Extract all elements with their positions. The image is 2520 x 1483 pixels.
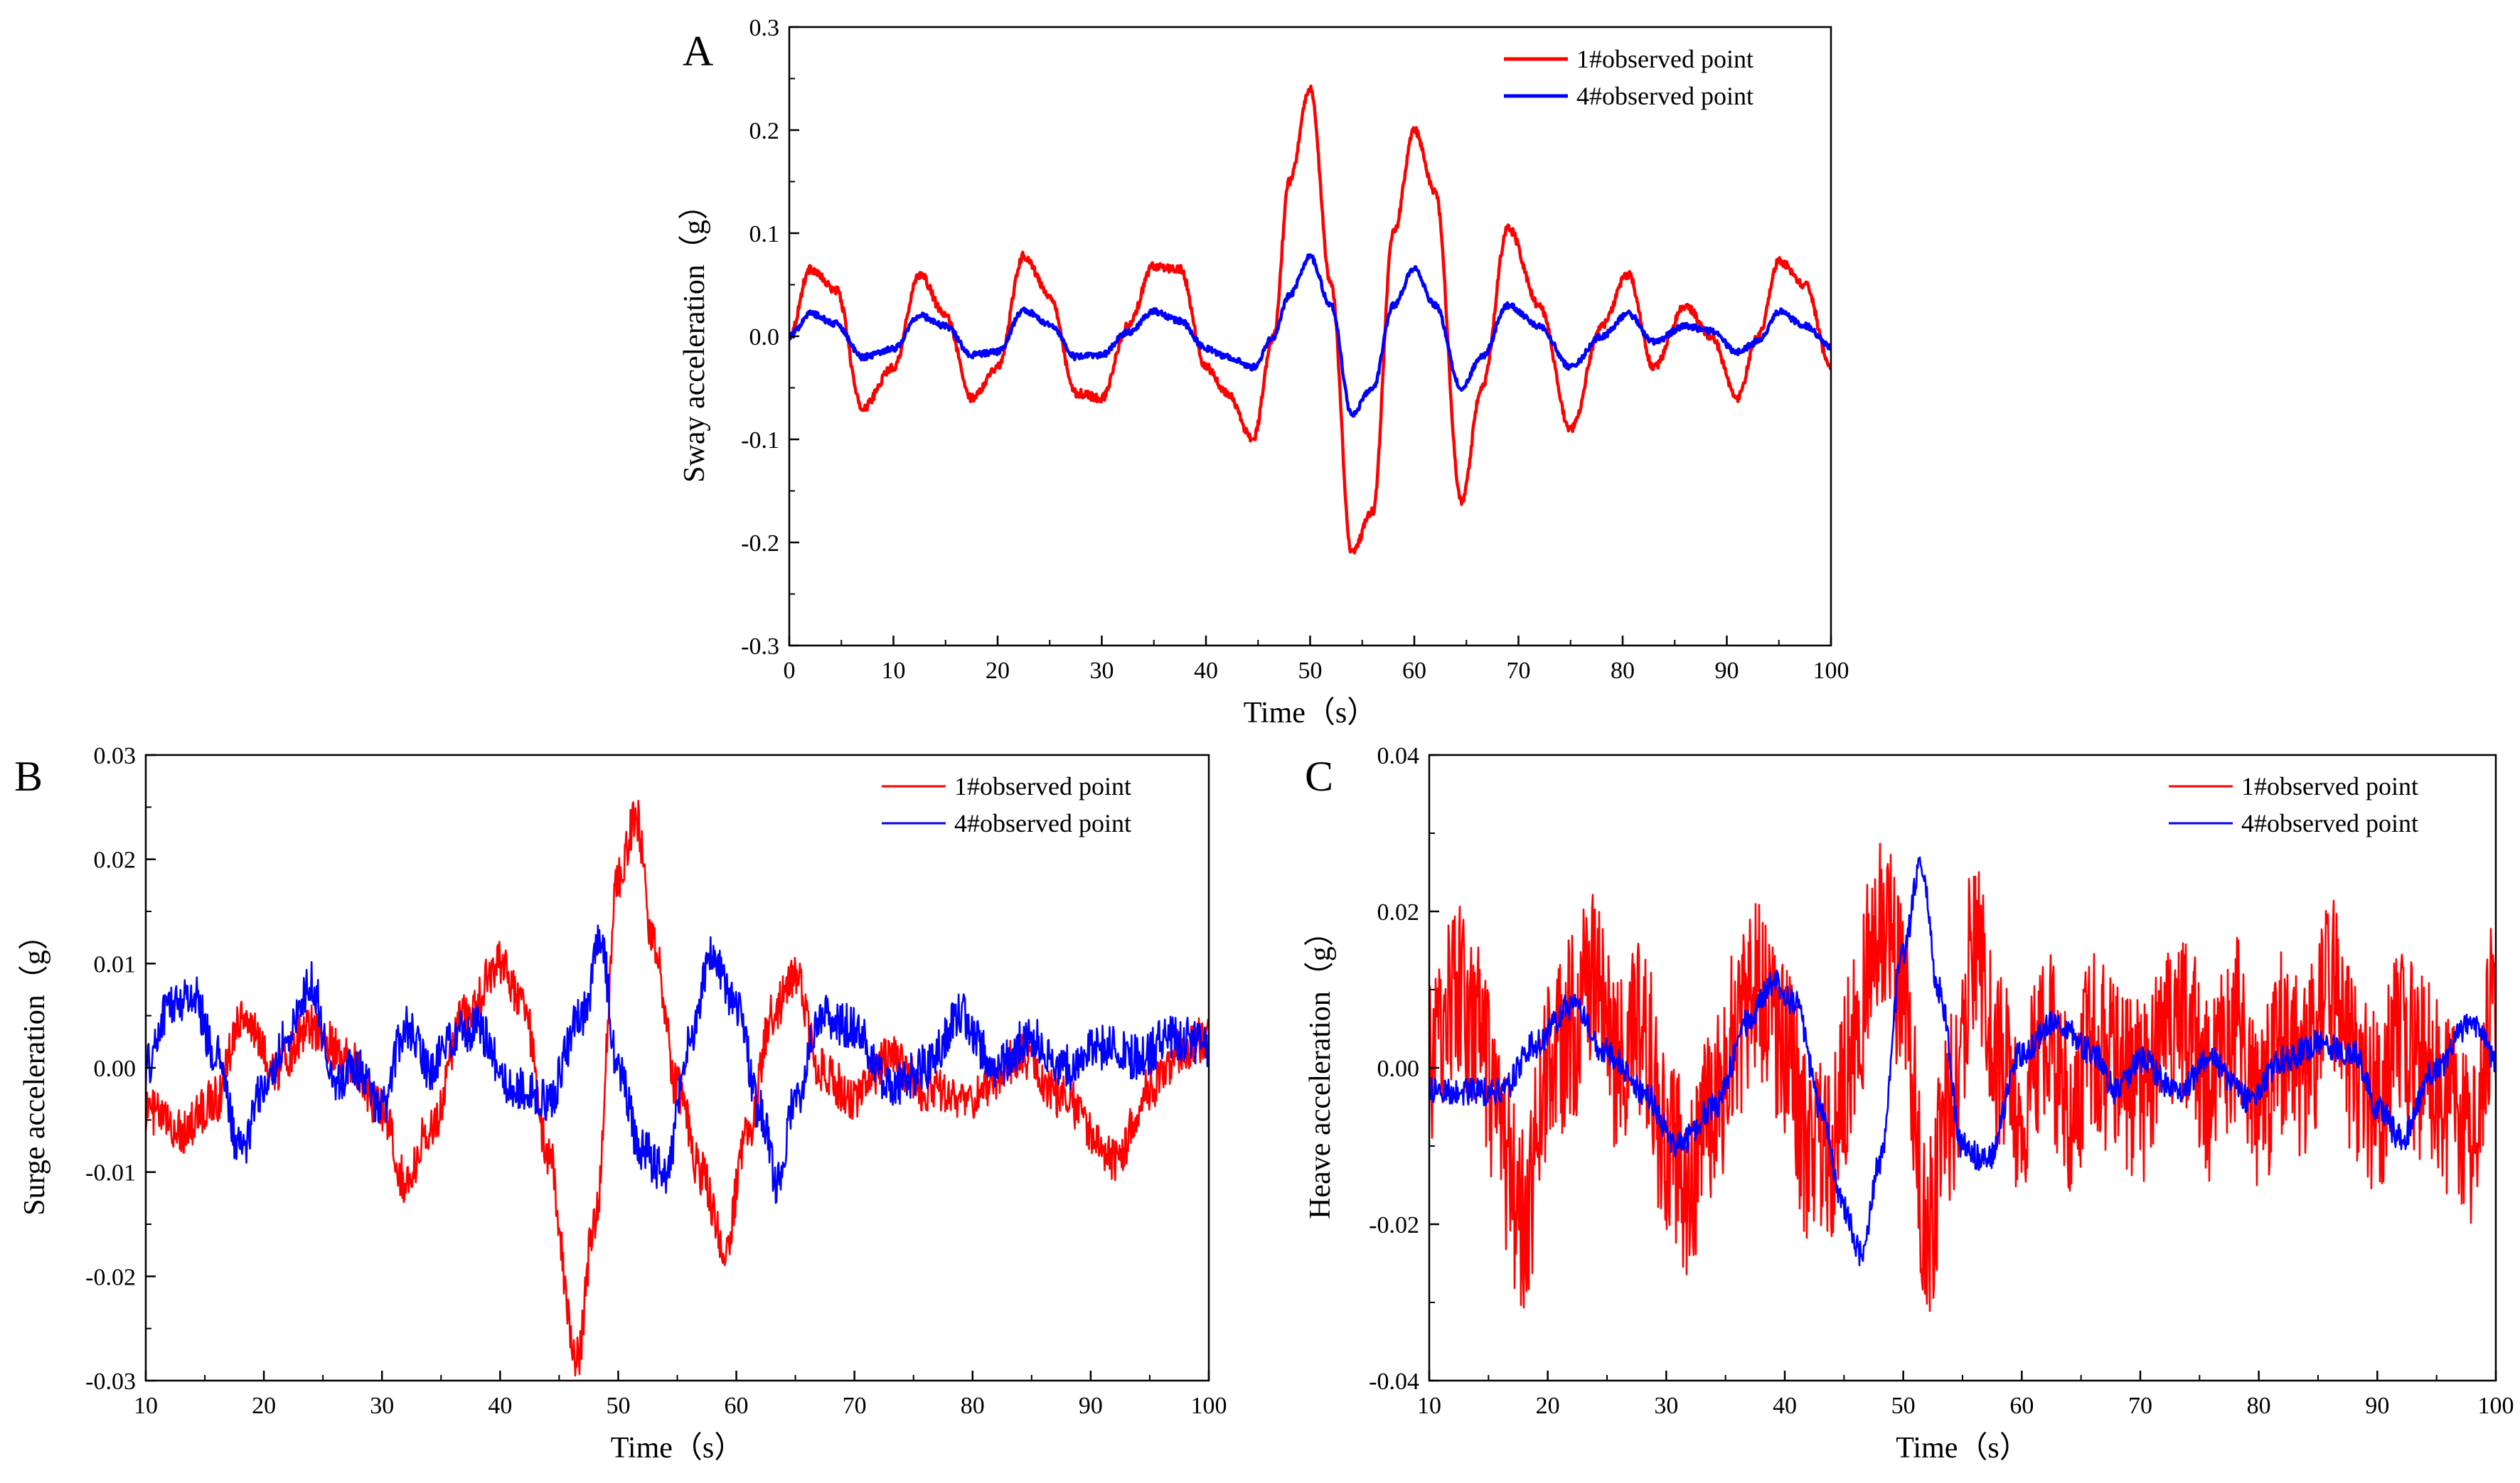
x-tick-label: 70: [2128, 1393, 2152, 1419]
y-tick-label: -0.03: [85, 1369, 136, 1395]
series-line-point-1: [1429, 842, 2496, 1312]
y-tick-label: -0.01: [85, 1160, 136, 1187]
x-tick-label: 20: [1536, 1393, 1560, 1419]
x-tick-label: 30: [370, 1393, 394, 1419]
y-tick-label: -0.02: [1369, 1212, 1419, 1238]
x-axis-label: Time（s）: [1896, 1432, 2029, 1465]
y-tick-label: 0.00: [1377, 1056, 1420, 1082]
x-tick-label: 20: [252, 1393, 276, 1419]
x-tick-label: 90: [1079, 1393, 1103, 1419]
x-tick-label: 20: [986, 658, 1010, 684]
series-line-point-1: [789, 84, 1831, 555]
x-tick-label: 40: [488, 1393, 512, 1419]
series-line-point-4: [146, 924, 1209, 1204]
legend-label: 4#observed point: [2241, 809, 2418, 837]
x-tick-label: 70: [1507, 658, 1531, 684]
x-tick-label: 80: [961, 1393, 985, 1419]
y-axis-label: Heave acceleration（g）: [1304, 916, 1337, 1219]
x-tick-label: 30: [1654, 1393, 1678, 1419]
x-tick-label: 60: [1402, 658, 1426, 684]
legend-label: 1#observed point: [1576, 45, 1753, 73]
x-tick-label: 80: [2247, 1393, 2271, 1419]
series-line-point-4: [789, 253, 1831, 418]
x-tick-label: 0: [784, 658, 796, 684]
panel-a: A 0 10 20 30 40 50 60 70 80 90 100 -0.3 -0.2 -0.1 0.0 0.…: [678, 15, 1849, 729]
x-tick-label: 50: [606, 1393, 630, 1419]
y-axis-label: Surge acceleration（g）: [18, 920, 51, 1216]
x-tick-label: 90: [2365, 1393, 2389, 1419]
x-tick-label: 10: [134, 1393, 158, 1419]
panel-letter: A: [683, 28, 713, 75]
legend-label: 1#observed point: [2241, 772, 2418, 801]
x-tick-label: 10: [882, 658, 906, 684]
panel-letter: C: [1305, 753, 1333, 800]
x-axis-label: Time（s）: [611, 1432, 744, 1465]
legend-label: 4#observed point: [954, 809, 1131, 837]
x-tick-label: 30: [1090, 658, 1114, 684]
x-tick-label: 60: [725, 1393, 749, 1419]
y-tick-label: -0.02: [85, 1264, 136, 1290]
y-tick-label: -0.1: [741, 427, 779, 454]
x-tick-label: 50: [1298, 658, 1323, 684]
x-tick-label: 100: [1813, 658, 1849, 684]
x-tick-label: 100: [2478, 1393, 2514, 1419]
y-tick-label: 0.01: [94, 951, 137, 978]
y-tick-label: 0.0: [749, 324, 780, 350]
legend-label: 1#observed point: [954, 772, 1131, 801]
y-tick-label: 0.04: [1377, 743, 1420, 769]
series-line-point-4: [1429, 856, 2496, 1267]
y-tick-label: 0.3: [749, 15, 780, 41]
x-axis-label: Time（s）: [1244, 697, 1377, 729]
panel-c: C 10 20 30 40 50 60 70 80 90 100 -0.04 -0.02 0.00 0.02…: [1304, 743, 2514, 1465]
y-tick-label: 0.1: [749, 221, 780, 247]
y-tick-label: 0.02: [94, 847, 137, 874]
x-tick-label: 90: [1715, 658, 1739, 684]
x-tick-label: 80: [1611, 658, 1635, 684]
x-tick-label: 40: [1194, 658, 1218, 684]
y-axis-label: Sway acceleration（g）: [678, 190, 711, 483]
y-tick-label: 0.2: [749, 118, 780, 144]
x-tick-label: 40: [1773, 1393, 1797, 1419]
panel-b: B 10 20 30 40 50 60 70 80 90 100 -0.03 -0.02 -0.01 0.0…: [14, 743, 1227, 1465]
y-tick-label: -0.3: [741, 633, 779, 660]
y-tick-label: -0.2: [741, 530, 779, 557]
x-tick-label: 10: [1417, 1393, 1441, 1419]
x-tick-label: 70: [843, 1393, 867, 1419]
y-tick-label: -0.04: [1369, 1369, 1419, 1395]
y-tick-label: 0.02: [1377, 899, 1420, 926]
x-tick-label: 100: [1191, 1393, 1227, 1419]
x-tick-label: 50: [1891, 1393, 1916, 1419]
y-tick-label: 0.00: [94, 1056, 137, 1082]
y-tick-label: 0.03: [94, 743, 137, 769]
legend-label: 4#observed point: [1576, 82, 1753, 110]
panel-letter: B: [14, 753, 43, 800]
x-tick-label: 60: [2009, 1393, 2034, 1419]
